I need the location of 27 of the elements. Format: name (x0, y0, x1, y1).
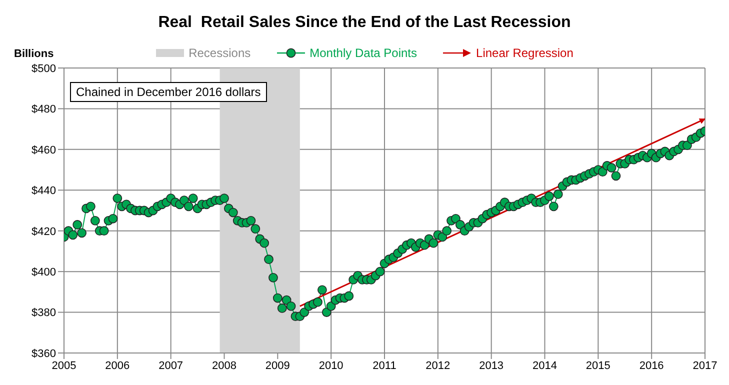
x-tick-label: 2014 (532, 360, 557, 372)
legend-label: Recessions (188, 46, 251, 60)
x-tick-label: 2013 (479, 360, 504, 372)
x-tick-label: 2012 (426, 360, 450, 372)
y-axis-title: Billions (14, 48, 54, 60)
x-tick-label: 2015 (586, 360, 610, 372)
x-tick-label: 2006 (105, 360, 130, 372)
y-tick-label: $360 (32, 348, 56, 360)
x-tick-label: 2010 (318, 360, 344, 372)
x-tick-label: 2011 (372, 360, 396, 372)
y-tick-label: $480 (32, 104, 56, 116)
y-tick-label: $500 (32, 62, 56, 75)
annotation: Chained in December 2016 dollars (70, 82, 267, 102)
x-tick-label: 2007 (158, 360, 184, 372)
x-tick-label: 2009 (265, 360, 290, 372)
y-tick-label: $400 (32, 266, 56, 278)
x-tick-label: 2016 (639, 360, 664, 372)
y-tick-label: $420 (32, 226, 56, 238)
y-tick-label: $460 (32, 144, 56, 156)
x-tick-label: 2017 (692, 360, 718, 372)
y-tick-label: $380 (32, 307, 56, 320)
y-tick-label: $440 (32, 185, 56, 198)
x-tick-label: 2005 (52, 360, 76, 372)
x-tick-label: 2008 (212, 360, 236, 372)
chart-title: Real Retail Sales Since the End of the Last Recession (157, 14, 572, 32)
legend-label: Monthly Data Points (308, 46, 418, 60)
legend-label: Linear Regression (475, 46, 574, 60)
